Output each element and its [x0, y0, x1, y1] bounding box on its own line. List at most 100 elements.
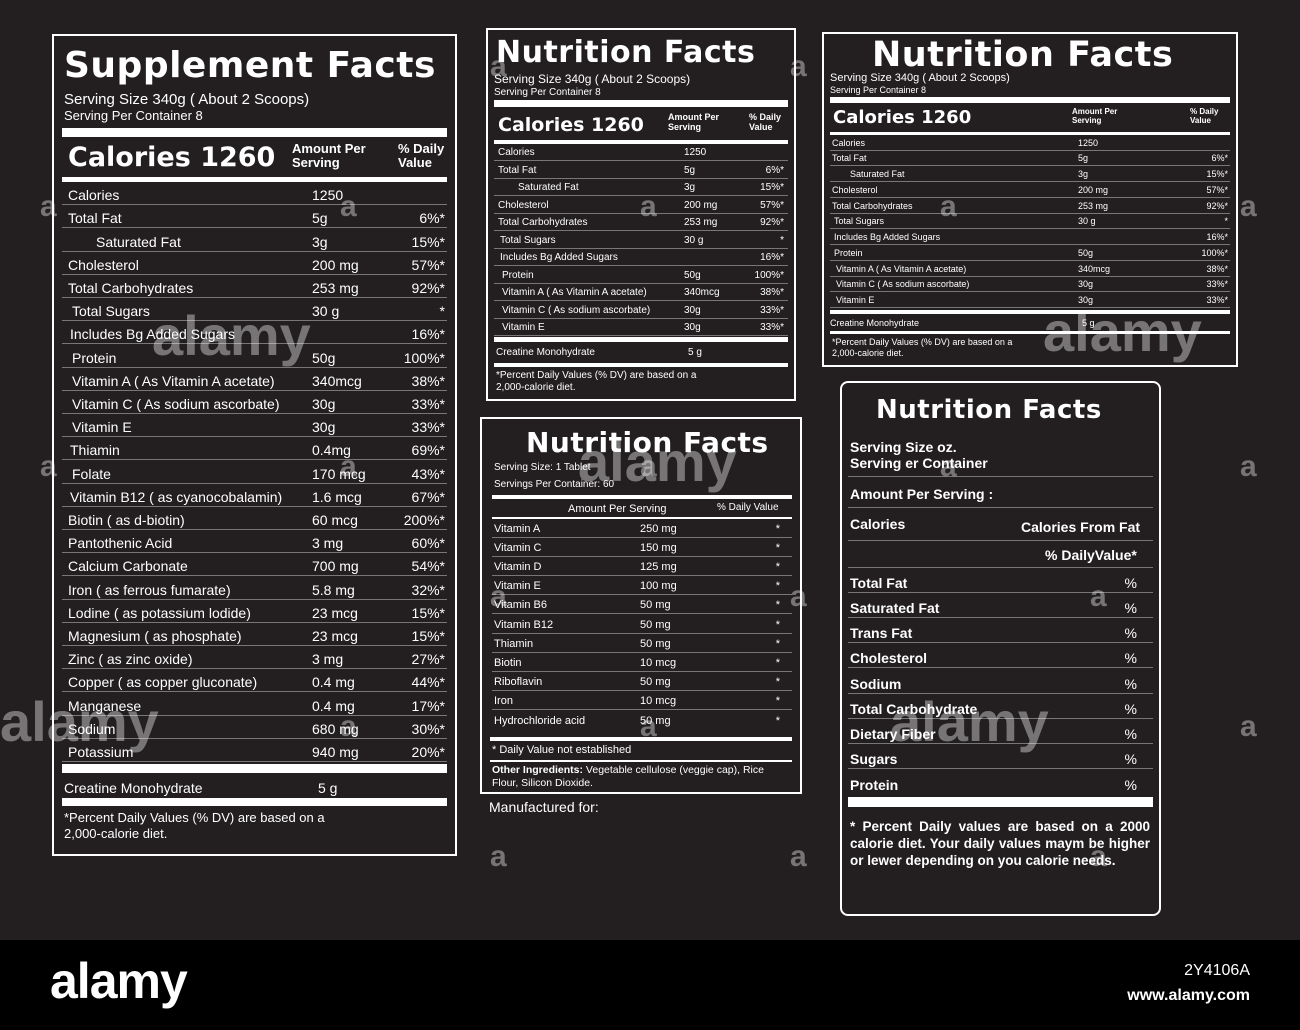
nutrient-amount: 100 mg: [640, 580, 677, 593]
footnote: *Percent Daily Values (% DV) are based o…: [64, 810, 325, 841]
nutrient-amount: 5.8 mg: [312, 581, 355, 598]
nutrient-name: Iron: [494, 694, 513, 707]
nutrient-daily-value: *: [775, 561, 780, 574]
panel-title: Nutrition Facts: [526, 426, 769, 459]
nutrient-daily-value: %: [1124, 700, 1137, 717]
nutrient-daily-value: %: [1124, 600, 1137, 617]
amount-per-serving-label: Amount Per Serving :: [850, 486, 994, 502]
nutrient-name: Protein: [834, 247, 863, 258]
watermark-letter: a: [490, 840, 507, 873]
nutrient-row: Vitamin A ( As Vitamin A acetate) 340mcg 3…: [62, 368, 447, 391]
nutrient-row: Iron 10 mcg *: [492, 691, 792, 710]
image-id: 2Y4106A: [1184, 962, 1250, 979]
nutrient-row: Total Carbohydrate%: [848, 694, 1153, 719]
nutrient-name: Protein: [72, 349, 117, 366]
nutrient-name: Vitamin E: [502, 321, 545, 333]
nutrient-daily-value: 15%*: [760, 182, 784, 194]
nutrient-daily-value: %: [1124, 575, 1137, 592]
nutrition-facts-panel-2: Nutrition Facts Serving Size 340g ( Abou…: [822, 32, 1238, 367]
nutrient-amount: 23 mcg: [312, 604, 358, 621]
nutrient-row: Potassium 940 mg 20%*: [62, 739, 447, 762]
manufactured-for: Manufactured for:: [489, 799, 599, 815]
watermark-letter: a: [790, 840, 807, 873]
creatine-row: Creatine Monohydrate 5 g: [494, 342, 788, 360]
nutrient-name: Potassium: [68, 743, 134, 760]
nutrient-row: Vitamin B12 ( as cyanocobalamin) 1.6 mcg 6…: [62, 484, 447, 507]
nutrient-amount: 200 mg: [684, 199, 718, 211]
nutrient-daily-value: 33%*: [1206, 294, 1228, 305]
thick-divider: [494, 100, 788, 107]
nutrient-name: Pantothenic Acid: [68, 535, 173, 552]
nutrient-amount: 30g: [1078, 279, 1094, 290]
nutrient-daily-value: *: [775, 675, 780, 688]
nutrient-daily-value: 60%*: [411, 535, 445, 552]
nutrient-row: Total Carbohydrates 253 mg 92%*: [62, 275, 447, 298]
panel-title: Nutrition Facts: [496, 35, 756, 70]
nutrient-name: Vitamin C ( As sodium ascorbate): [72, 395, 280, 412]
servings-per-container: Serving Per Container 8: [830, 85, 927, 95]
panel-title: Supplement Facts: [64, 45, 436, 86]
nutrient-amount: 30 g: [1078, 216, 1096, 227]
servings-per-container: Serving Per Container 8: [64, 108, 203, 123]
nutrient-daily-value: 27%*: [411, 651, 445, 668]
nutrient-daily-value: 33%*: [760, 304, 784, 316]
creatine-row: Creatine Monohydrate 5 g: [830, 314, 1230, 330]
nutrient-row: Vitamin C ( As sodium ascorbate) 30g 33%*: [62, 391, 447, 414]
thick-divider: [62, 128, 447, 137]
nutrient-row: Includes Bg Added Sugars 16%*: [494, 249, 788, 267]
thick-divider: [830, 331, 1230, 334]
nutrient-amount: 0.4mg: [312, 442, 351, 459]
nutrient-amount: 30g: [312, 419, 336, 436]
nutrient-daily-value: 38%*: [760, 287, 784, 299]
serving-size: Serving Size 340g ( About 2 Scoops): [494, 72, 691, 86]
nutrition-facts-panel-3: Nutrition Facts Serving Size: 1 Tablet S…: [480, 417, 802, 794]
nutrient-daily-value: *: [439, 303, 445, 320]
calories-label: Calories: [850, 516, 906, 532]
nutrient-amount: 30 g: [684, 234, 704, 246]
nutrient-daily-value: 17%*: [411, 697, 445, 714]
nutrient-row: Cholesterol 200 mg 57%*: [62, 252, 447, 275]
thick-divider: [830, 132, 1230, 135]
nutrient-daily-value: %: [1124, 650, 1137, 667]
nutrient-amount: 5 g: [688, 347, 702, 358]
footnote: *Percent Daily Values (% DV) are based o…: [832, 337, 1013, 358]
nutrient-row: Vitamin D 125 mg *: [492, 557, 792, 577]
calories-from-fat-label: Calories From Fat: [1021, 519, 1141, 535]
nutrient-row: Vitamin C 150 mg *: [492, 538, 792, 558]
nutrient-row: Iron ( as ferrous fumarate) 5.8 mg 32%*: [62, 576, 447, 600]
thick-divider: [490, 737, 792, 741]
daily-value-label: % DailyValue*: [1045, 547, 1137, 563]
nutrient-amount: 340mcg: [1078, 263, 1111, 274]
nutrient-daily-value: 54%*: [411, 558, 445, 575]
nutrient-name: Total Fat: [498, 164, 537, 176]
nutrient-name: Manganese: [68, 697, 142, 714]
nutrient-row: Total Fat 5g 6%*: [62, 205, 447, 229]
nutrient-amount: 253 mg: [1078, 200, 1109, 211]
nutrient-daily-value: 92%*: [1206, 200, 1228, 211]
nutrient-row: Calories 1250: [62, 182, 447, 206]
nutrient-daily-value: 38%*: [411, 372, 445, 389]
nutrient-row: Saturated Fat%: [848, 593, 1153, 619]
nutrient-name: Vitamin A ( As Vitamin A acetate): [836, 263, 967, 274]
servings-per-container: Serving er Container: [850, 455, 988, 471]
nutrient-amount: 340mcg: [312, 372, 362, 389]
nutrient-row: Biotin ( as d-biotin) 60 mcg 200%*: [62, 507, 447, 530]
nutrient-name: Vitamin A: [494, 523, 541, 536]
nutrient-daily-value: 200%*: [403, 511, 445, 528]
nutrient-row: Copper ( as copper gluconate) 0.4 mg 44%*: [62, 669, 447, 693]
nutrient-amount: 50 mg: [640, 675, 671, 688]
nutrient-daily-value: 57%*: [1206, 184, 1228, 195]
nutrient-rows: Total Fat% Saturated Fat% Trans Fat% Choles…: [848, 568, 1153, 794]
thin-divider: [490, 760, 792, 762]
nutrient-rows: Vitamin A 250 mg * Vitamin C 150 mg * Vitamin …: [492, 519, 792, 729]
nutrient-amount: 700 mg: [312, 558, 359, 575]
nutrient-name: Calcium Carbonate: [68, 558, 188, 575]
watermark-letter: a: [1240, 450, 1257, 483]
watermark-letter: a: [1240, 710, 1257, 743]
nutrient-row: Protein 50g 100%*: [494, 266, 788, 284]
nutrient-row: Vitamin C ( As sodium ascorbate) 30g 33%*: [494, 301, 788, 319]
nutrient-amount: 3 mg: [312, 535, 344, 552]
nutrient-amount: 5 g: [1082, 318, 1095, 328]
nutrient-name: Total Sugars: [834, 216, 885, 227]
thick-divider: [62, 177, 447, 182]
